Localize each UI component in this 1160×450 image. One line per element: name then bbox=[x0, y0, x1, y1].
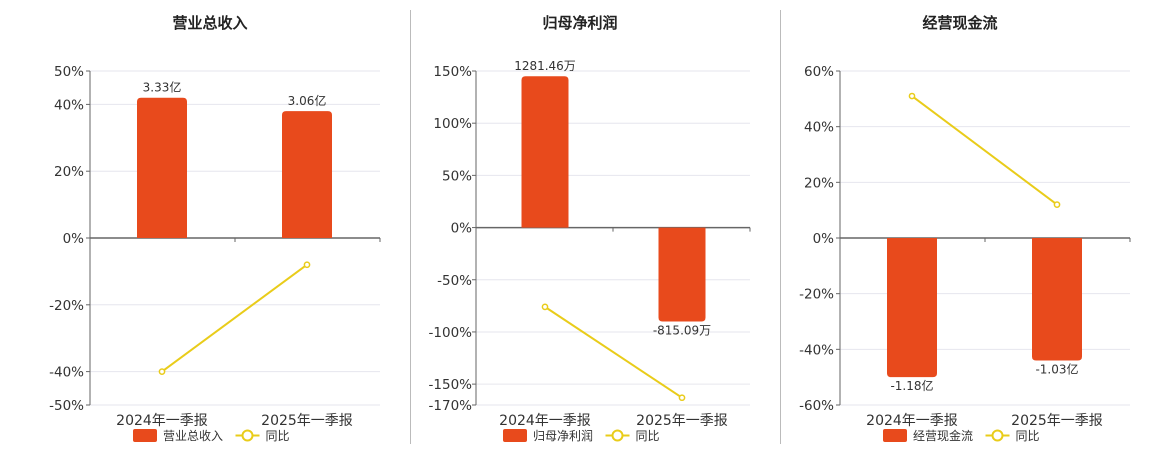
chart-title: 营业总收入 bbox=[172, 14, 247, 32]
y-tick-label: 50% bbox=[442, 168, 472, 184]
x-tick-label: 2024年一季报 bbox=[499, 413, 591, 429]
line-point bbox=[541, 303, 549, 311]
bar-data-label: 3.06亿 bbox=[288, 93, 327, 108]
x-tick-label: 2025年一季报 bbox=[261, 413, 353, 429]
chart-panel-3: 经营现金流 60% 40% 20% 0% -20% -40% -60% -1.18亿 -1.03亿… bbox=[799, 14, 1131, 443]
line-point bbox=[908, 92, 916, 100]
legend-label: 经营现金流 bbox=[913, 428, 973, 443]
x-tick-label: 2024年一季报 bbox=[866, 413, 958, 429]
line-series bbox=[161, 263, 308, 373]
y-tick-label: -100% bbox=[429, 325, 473, 341]
y-tick-label: 60% bbox=[804, 64, 834, 80]
y-tick-label: -40% bbox=[49, 365, 84, 381]
y-tick-label: 20% bbox=[54, 164, 84, 180]
bar bbox=[137, 97, 187, 238]
y-tick-label: 0% bbox=[63, 231, 85, 247]
y-tick-label: 100% bbox=[433, 116, 472, 132]
line-point bbox=[158, 368, 166, 375]
line-point bbox=[1053, 201, 1061, 208]
bar-data-label: -815.09万 bbox=[653, 324, 711, 338]
line-series bbox=[544, 306, 683, 399]
legend-label: 同比 bbox=[1016, 429, 1040, 443]
y-tick-label: 40% bbox=[54, 97, 84, 113]
y-tick-label: -50% bbox=[49, 398, 84, 414]
bar bbox=[1032, 238, 1082, 361]
legend-line-marker bbox=[611, 429, 624, 442]
legend-bar-swatch bbox=[133, 429, 157, 442]
legend-bar-swatch bbox=[883, 429, 907, 442]
y-tick-label: -50% bbox=[437, 273, 472, 289]
legend-label: 归母净利润 bbox=[533, 429, 593, 443]
y-tick-label: 40% bbox=[804, 120, 834, 136]
line-series bbox=[911, 95, 1058, 206]
line-point bbox=[303, 261, 311, 269]
legend: 归母净利润 同比 bbox=[503, 429, 660, 443]
chart-title: 归母净利润 bbox=[542, 14, 617, 32]
bar-data-label: 1281.46万 bbox=[514, 59, 576, 73]
y-tick-label: -20% bbox=[799, 287, 834, 303]
x-tick-label: 2025年一季报 bbox=[1011, 413, 1103, 429]
legend: 营业总收入 同比 bbox=[133, 429, 290, 443]
x-tick-label: 2024年一季报 bbox=[116, 413, 208, 429]
bar bbox=[658, 227, 706, 322]
y-tick-label: -20% bbox=[49, 298, 84, 314]
legend-line-marker bbox=[991, 429, 1004, 442]
legend-line-marker bbox=[241, 429, 254, 442]
y-tick-label: 0% bbox=[451, 221, 473, 237]
y-tick-label: -150% bbox=[429, 377, 473, 393]
y-tick-label: -170% bbox=[429, 398, 473, 414]
y-tick-label: 20% bbox=[804, 175, 834, 191]
legend: 经营现金流 同比 bbox=[883, 428, 1040, 443]
y-tick-label: 150% bbox=[433, 64, 472, 80]
legend-label: 营业总收入 bbox=[163, 429, 223, 443]
bar-data-label: -1.03亿 bbox=[1035, 361, 1078, 376]
y-tick-label: -40% bbox=[799, 342, 834, 358]
y-tick-label: -60% bbox=[799, 398, 834, 414]
y-tick-label: 0% bbox=[813, 231, 835, 247]
line-point bbox=[678, 394, 686, 402]
chart-title: 经营现金流 bbox=[922, 14, 997, 32]
bar-data-label: 3.33亿 bbox=[143, 80, 182, 95]
legend-label: 同比 bbox=[266, 429, 290, 443]
bar bbox=[521, 76, 569, 228]
bar bbox=[887, 238, 937, 378]
x-tick-label: 2025年一季报 bbox=[636, 413, 728, 429]
legend-label: 同比 bbox=[636, 429, 660, 443]
bar-data-label: -1.18亿 bbox=[890, 378, 933, 393]
chart-panel-2: 归母净利润 150% 100% 50% 0% -50% -100% -150% -170% 128… bbox=[429, 14, 751, 443]
chart-panel-1: 营业总收入 50% 40% 20% 0% -20% -40% -50% 3.33亿 3.06亿 20… bbox=[49, 14, 381, 443]
legend-bar-swatch bbox=[503, 429, 527, 442]
y-tick-label: 50% bbox=[54, 64, 84, 80]
bar bbox=[282, 111, 332, 238]
